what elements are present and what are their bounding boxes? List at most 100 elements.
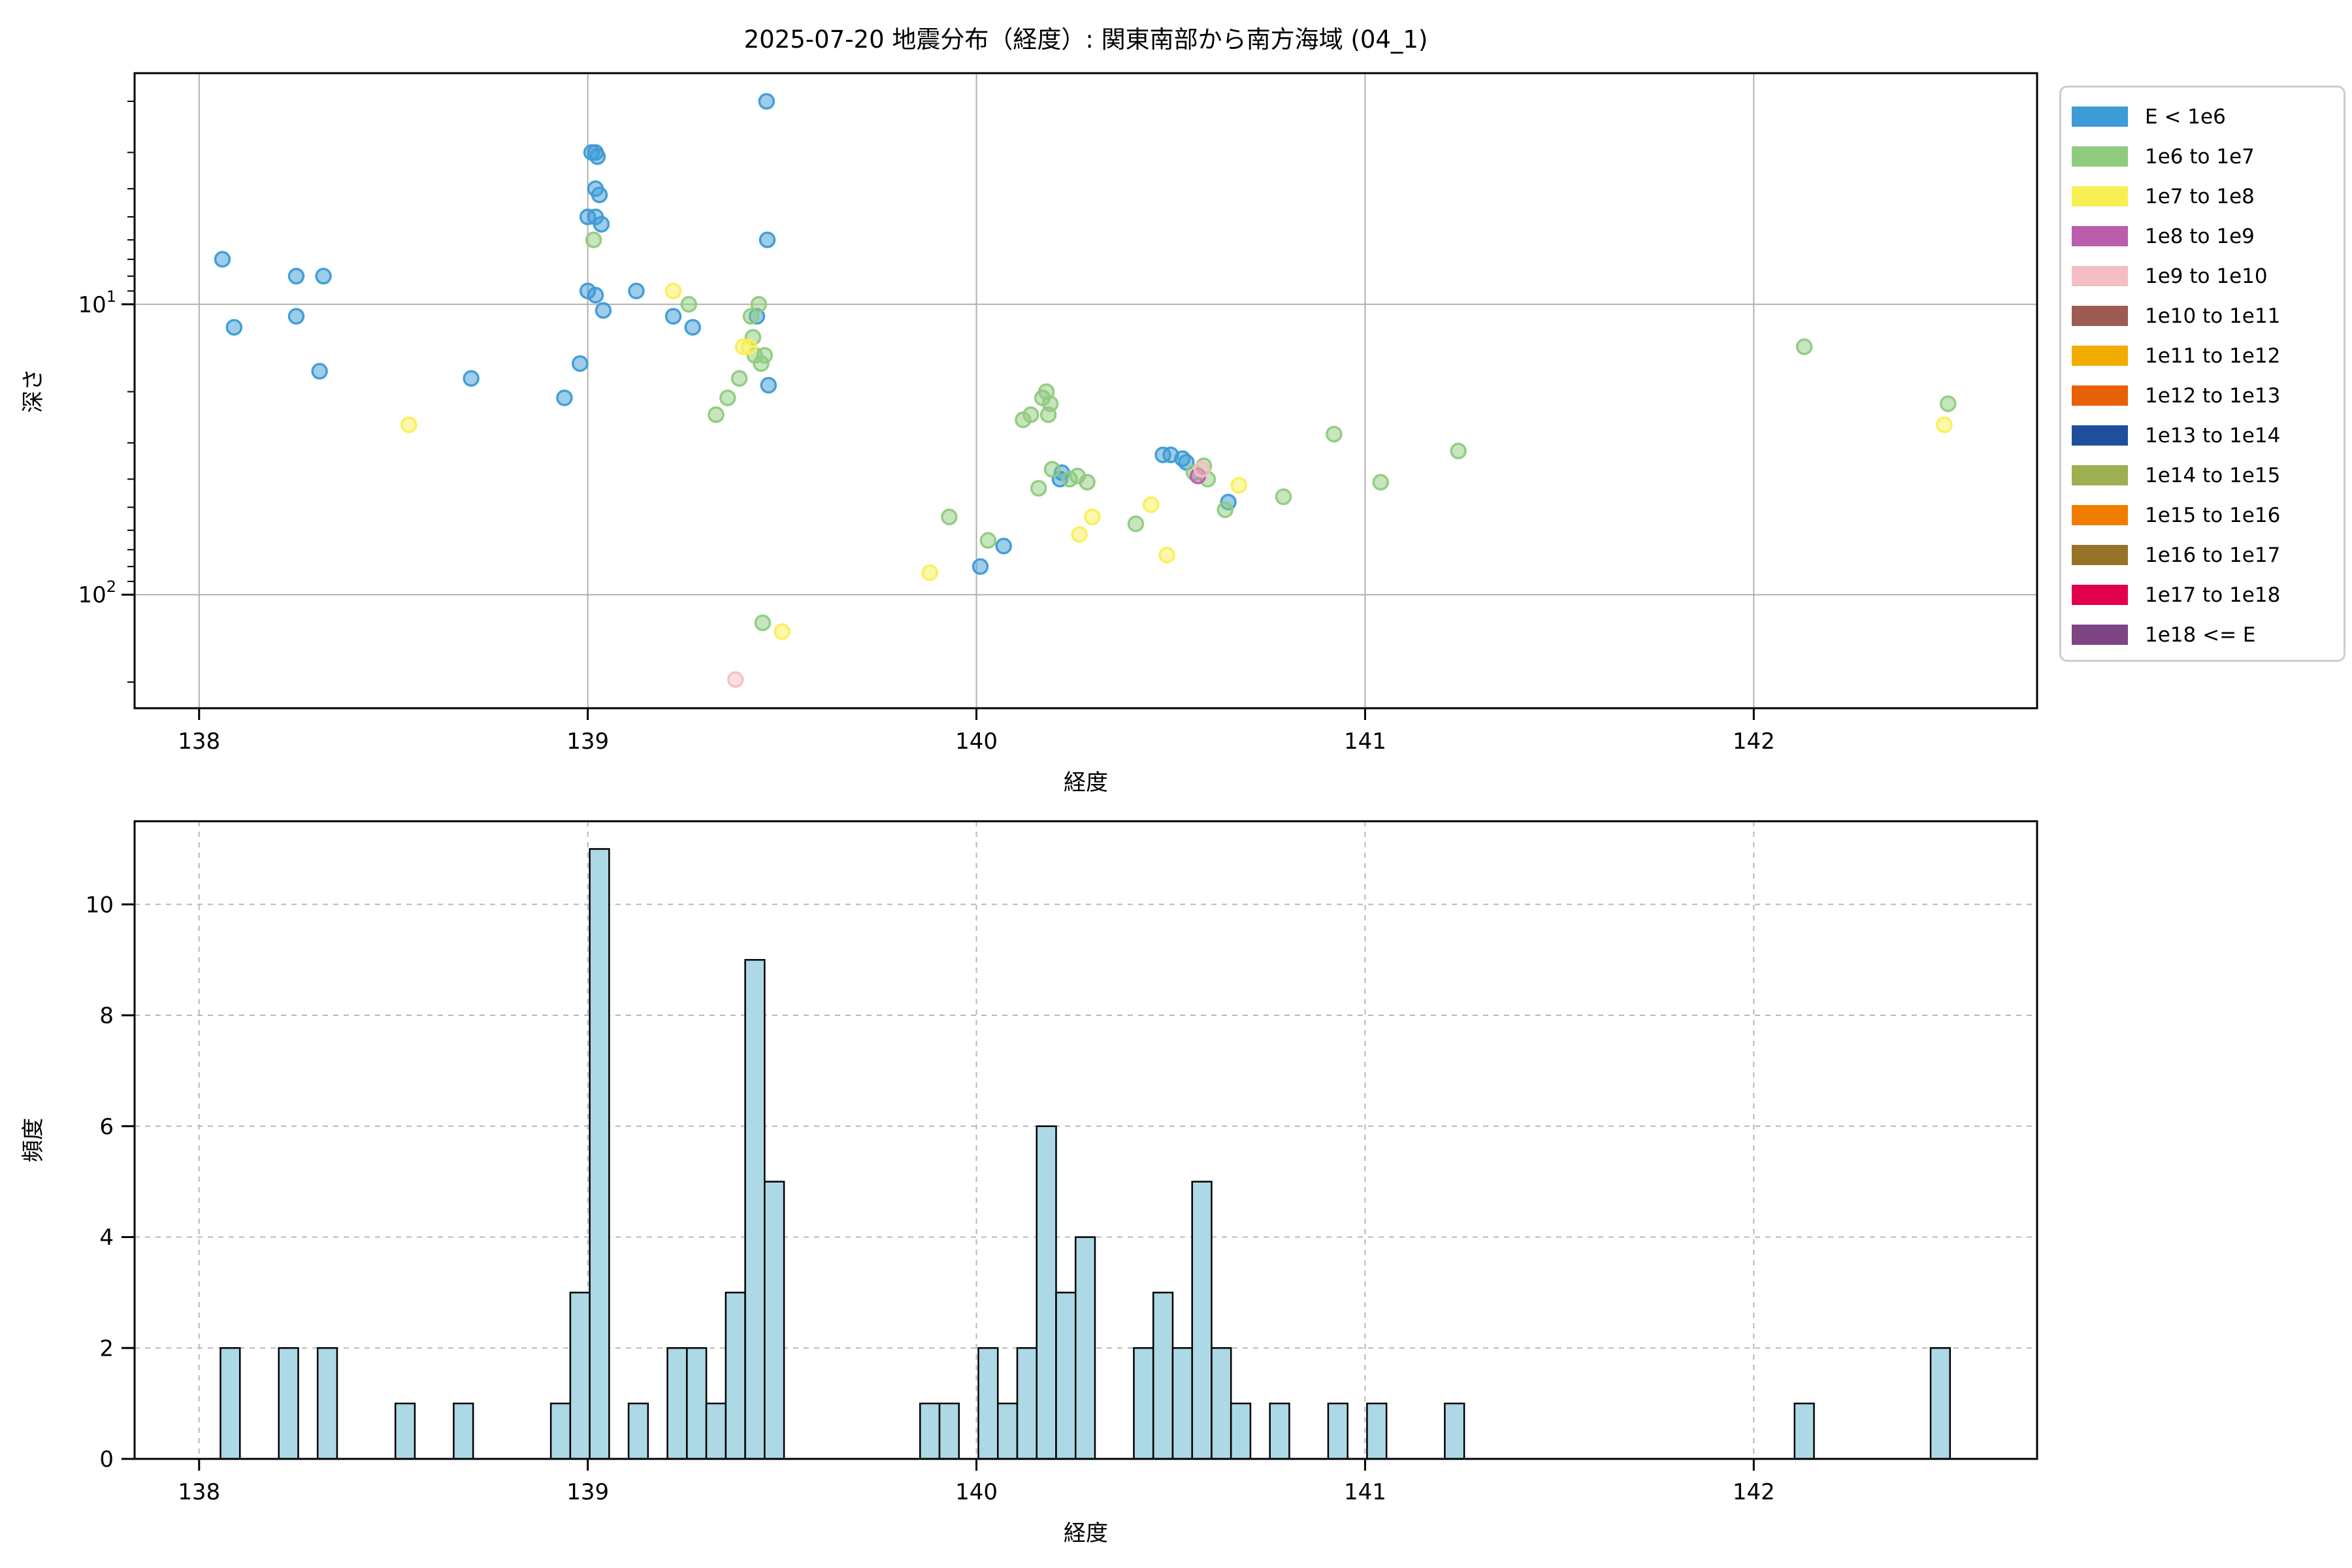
legend-swatch-icon [2072, 306, 2128, 326]
scatter-point [979, 532, 997, 549]
scatter-point [684, 319, 702, 336]
legend-item: 1e7 to 1e8 [2072, 176, 2344, 216]
hist-bar [1036, 1125, 1057, 1460]
scatter-point [972, 558, 989, 575]
scatter-point [1193, 461, 1211, 478]
legend-item-label: 1e17 to 1e18 [2145, 583, 2281, 607]
scatter-point [760, 376, 777, 394]
legend-item: E < 1e6 [2072, 97, 2344, 137]
hist-tick-label-x: 141 [1344, 1479, 1386, 1505]
scatter-point [740, 338, 758, 355]
scatter-point [1230, 477, 1247, 494]
hist-bar [686, 1347, 708, 1460]
hist-bar [453, 1402, 474, 1460]
scatter-point [730, 370, 748, 387]
scatter-point [759, 231, 776, 248]
scatter-point [463, 370, 480, 387]
legend-swatch-icon [2072, 505, 2128, 525]
legend-item: 1e18 <= E [2072, 615, 2344, 655]
scatter-ylabel: 深さ [20, 368, 46, 413]
hist-bar [589, 848, 610, 1460]
legend: E < 1e6 1e6 to 1e7 1e7 to 1e8 1e8 to 1e9 1e9… [2059, 86, 2345, 662]
hist-axes-frame [133, 820, 2038, 1460]
hist-bar [705, 1402, 727, 1460]
scatter-point [1043, 461, 1061, 478]
hist-bar [316, 1347, 338, 1460]
page-title: 2025-07-20 地震分布（経度）: 関東南部から南方海域 (04_1) [743, 25, 1428, 54]
legend-swatch-icon [2072, 106, 2128, 127]
scatter-point [1041, 395, 1059, 412]
legend-item-label: 1e15 to 1e16 [2145, 503, 2281, 527]
hist-bar [1191, 1181, 1213, 1460]
hist-bar [627, 1402, 649, 1460]
hist-tick-label-y: 6 [99, 1114, 114, 1140]
legend-item: 1e6 to 1e7 [2072, 137, 2344, 176]
scatter-point [758, 93, 776, 110]
hist-bar [1444, 1402, 1465, 1460]
scatter-point [750, 296, 768, 313]
scatter-point [587, 286, 604, 304]
hist-tick-label-x: 142 [1733, 1479, 1775, 1505]
hist-bar [1133, 1347, 1154, 1460]
hist-bar [569, 1292, 591, 1460]
legend-item-label: 1e12 to 1e13 [2145, 384, 2281, 408]
hist-tick-label-y: 4 [99, 1225, 114, 1251]
legend-item: 1e9 to 1e10 [2072, 256, 2344, 296]
hist-bar [1055, 1292, 1077, 1460]
scatter-point [774, 623, 791, 640]
hist-bar [220, 1347, 241, 1460]
legend-swatch-icon [2072, 585, 2128, 605]
hist-bar [1366, 1402, 1388, 1460]
hist-bar [278, 1347, 299, 1460]
scatter-tick-label-x: 142 [1733, 728, 1775, 755]
scatter-point [287, 308, 305, 325]
legend-item: 1e12 to 1e13 [2072, 376, 2344, 416]
scatter-point [941, 508, 958, 526]
scatter-axes-frame [133, 72, 2038, 710]
hist-tick-label-x: 140 [955, 1479, 998, 1505]
scatter-point [311, 363, 328, 380]
legend-item: 1e10 to 1e11 [2072, 296, 2344, 336]
scatter-tick-label-x: 138 [178, 728, 220, 755]
scatter-tick-label-x: 140 [955, 728, 998, 755]
legend-item: 1e8 to 1e9 [2072, 216, 2344, 256]
scatter-point [1158, 546, 1175, 564]
legend-item: 1e13 to 1e14 [2072, 416, 2344, 455]
hist-bar [997, 1402, 1019, 1460]
scatter-point [664, 308, 682, 325]
scatter-point [628, 282, 645, 300]
legend-swatch-icon [2072, 545, 2128, 565]
legend-item-label: 1e16 to 1e17 [2145, 543, 2281, 567]
scatter-point [571, 355, 589, 372]
scatter-tick-label-y: 101 [78, 287, 116, 318]
scatter-point [1084, 508, 1101, 526]
scatter-tick-label-y: 102 [78, 578, 116, 608]
scatter-point [1275, 488, 1292, 506]
legend-item: 1e14 to 1e15 [2072, 455, 2344, 495]
legend-swatch-icon [2072, 346, 2128, 366]
scatter-point [1142, 496, 1160, 514]
legend-item: 1e11 to 1e12 [2072, 336, 2344, 376]
scatter-point [727, 671, 744, 688]
scatter-point [664, 282, 682, 300]
scatter-point [225, 319, 243, 336]
hist-tick-label-y: 8 [99, 1003, 114, 1029]
scatter-point [719, 389, 736, 406]
scatter-tick-label-x: 139 [566, 728, 609, 755]
hist-tick-label-x: 139 [566, 1479, 609, 1505]
scatter-point [585, 231, 602, 248]
legend-item-label: 1e9 to 1e10 [2145, 264, 2268, 288]
hist-tick-label-y: 0 [99, 1446, 114, 1473]
legend-item: 1e17 to 1e18 [2072, 575, 2344, 615]
scatter-point [1450, 442, 1467, 460]
hist-bar [1327, 1402, 1348, 1460]
scatter-point [1022, 406, 1039, 423]
hist-tick-label-y: 2 [99, 1335, 114, 1362]
hist-bar [744, 958, 766, 1460]
scatter-point [995, 538, 1012, 555]
hist-bar [549, 1402, 572, 1460]
hist-bar [977, 1347, 999, 1460]
legend-item-label: E < 1e6 [2145, 105, 2226, 129]
